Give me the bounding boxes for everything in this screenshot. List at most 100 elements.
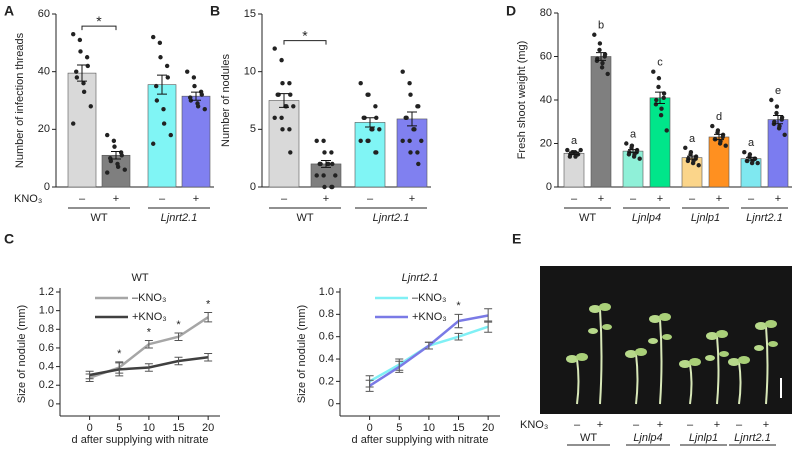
significance-star: * bbox=[117, 348, 122, 360]
y-tick-label: 60 bbox=[38, 8, 50, 20]
group-label: WT bbox=[90, 212, 107, 224]
data-point bbox=[111, 138, 117, 144]
data-point bbox=[358, 138, 363, 144]
data-point bbox=[685, 158, 691, 164]
data-point bbox=[85, 63, 90, 69]
y-tick-label: 0 bbox=[546, 181, 552, 193]
data-point bbox=[696, 163, 701, 168]
seedling-leaf bbox=[659, 313, 671, 321]
group-label: Ljnlp1 bbox=[689, 432, 718, 444]
x-tick-label: – bbox=[571, 193, 578, 205]
significance-letter: a bbox=[748, 137, 755, 149]
x-tick-label: 10 bbox=[143, 422, 155, 434]
error-bar bbox=[279, 93, 289, 108]
seedling-stem bbox=[738, 361, 742, 405]
data-point bbox=[105, 132, 110, 138]
significance-star: * bbox=[206, 298, 211, 310]
seedling-leaf bbox=[576, 353, 588, 361]
data-point bbox=[659, 106, 664, 111]
bar bbox=[563, 152, 585, 188]
error-bar bbox=[157, 74, 167, 95]
error-bar bbox=[746, 156, 756, 161]
data-point bbox=[373, 104, 378, 109]
error-bar bbox=[174, 332, 183, 341]
data-point bbox=[597, 47, 602, 53]
error-bar bbox=[144, 363, 153, 372]
y-tick-label: 0.4 bbox=[319, 353, 334, 365]
seedling-leaf bbox=[754, 345, 764, 351]
data-point bbox=[81, 89, 87, 95]
error-bar bbox=[714, 133, 724, 141]
data-point bbox=[314, 173, 319, 178]
y-tick-label: 1.0 bbox=[319, 286, 334, 298]
chart-title: WT bbox=[131, 272, 148, 284]
seedling-leaf bbox=[755, 322, 767, 330]
y-tick-label: 5 bbox=[250, 123, 256, 135]
data-point bbox=[605, 71, 610, 77]
data-point bbox=[280, 127, 285, 132]
data-point bbox=[400, 69, 405, 74]
data-point bbox=[688, 152, 693, 157]
error-bar bbox=[204, 353, 213, 362]
group-label: WT bbox=[580, 432, 597, 444]
y-tick-label: 20 bbox=[540, 137, 552, 149]
seedling-leaf bbox=[588, 328, 598, 334]
data-point bbox=[81, 81, 86, 86]
data-point bbox=[592, 32, 597, 37]
significance-star: * bbox=[302, 27, 308, 43]
y-axis-label: Size of nodule (mm) bbox=[296, 305, 308, 403]
y-axis-label: Number of infection threads bbox=[14, 32, 26, 168]
panel-letter: E bbox=[512, 231, 521, 247]
x-tick-label: + bbox=[716, 193, 722, 205]
seedling-leaf bbox=[602, 324, 612, 330]
data-point bbox=[755, 160, 760, 166]
data-point bbox=[151, 141, 156, 146]
group-label: Ljnrt2.1 bbox=[746, 212, 783, 224]
data-point bbox=[744, 158, 750, 164]
y-tick-label: 1.2 bbox=[39, 286, 54, 298]
data-point bbox=[330, 161, 335, 167]
panel-letter: B bbox=[210, 3, 220, 19]
data-point bbox=[157, 40, 163, 46]
x-tick-label: 15 bbox=[172, 422, 184, 434]
data-point bbox=[279, 57, 284, 63]
error-bar bbox=[395, 360, 404, 373]
y-axis-label: Number of nodules bbox=[220, 54, 232, 147]
bar bbox=[268, 100, 300, 188]
significance-letter: a bbox=[571, 135, 578, 147]
data-point bbox=[408, 150, 413, 155]
y-tick-label: 10 bbox=[244, 66, 256, 78]
treatment-sign: + bbox=[657, 419, 663, 431]
bar bbox=[67, 72, 97, 188]
significance-bracket bbox=[283, 40, 327, 45]
data-point bbox=[629, 145, 634, 151]
data-point bbox=[656, 84, 661, 90]
significance-star: * bbox=[96, 13, 102, 29]
significance-letter: a bbox=[630, 128, 637, 140]
seedling-leaf bbox=[716, 330, 728, 338]
x-tick-label: – bbox=[159, 193, 166, 205]
bar bbox=[181, 95, 211, 188]
data-point bbox=[122, 167, 127, 172]
significance-letter: b bbox=[598, 20, 604, 32]
data-point bbox=[119, 153, 124, 158]
data-point bbox=[78, 49, 83, 54]
error-bar bbox=[596, 52, 606, 61]
data-point bbox=[188, 98, 194, 103]
data-point bbox=[84, 55, 90, 60]
seedling-leaf bbox=[625, 350, 637, 358]
x-tick-label: – bbox=[630, 193, 637, 205]
y-axis-label: Fresh shoot weight (mg) bbox=[516, 41, 528, 160]
x-tick-label: + bbox=[193, 193, 199, 205]
y-tick-label: 20 bbox=[38, 123, 50, 135]
legend-label: –KNO₃ bbox=[412, 292, 446, 304]
y-tick-label: 0 bbox=[250, 181, 256, 193]
data-point bbox=[408, 92, 413, 97]
y-tick-label: 15 bbox=[244, 8, 256, 20]
legend-label: –KNO₃ bbox=[132, 292, 166, 304]
group-label: Ljnrt2.1 bbox=[373, 212, 410, 224]
significance-letter: d bbox=[716, 111, 722, 123]
error-bar bbox=[191, 91, 201, 101]
group-label: WT bbox=[579, 212, 596, 224]
